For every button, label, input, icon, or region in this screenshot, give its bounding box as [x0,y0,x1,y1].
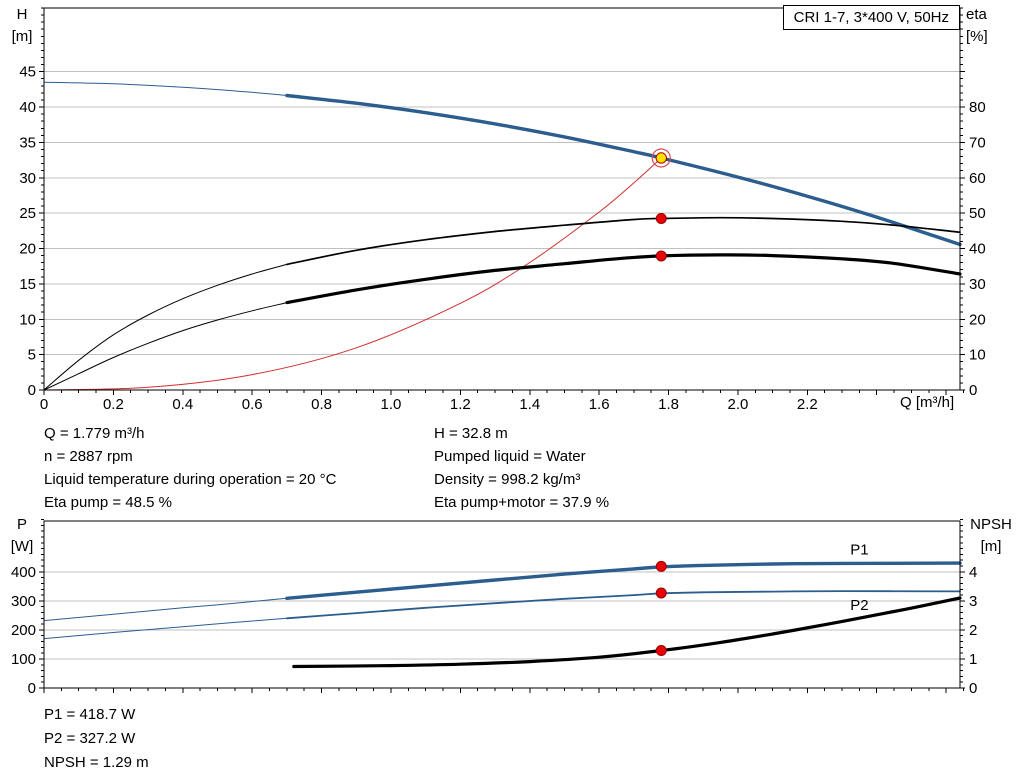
curve-head [285,93,962,247]
info-line: Q = 1.779 m³/h [44,425,145,442]
p1-label: P1 [850,541,868,558]
info-line: P2 = 327.2 W [44,730,136,747]
y-tick-label: 5 [28,347,36,364]
x-tick-label: 0.4 [172,396,193,413]
info-line: H = 32.8 m [434,425,508,442]
y-tick-label: 0 [28,382,36,399]
axis-label-line: [W] [10,538,34,555]
h-axis-label: H [m] [2,4,42,48]
hq-eta-chart[interactable]: 0 0.2 0.4 0.6 0.8 1.0 1.2 1.4 1.6 1.8 2.0 2.2 0 5 10 15… [0,0,1024,420]
x-tick-label: 1.4 [519,396,540,413]
x-tick-label: 0.6 [242,396,263,413]
axis-label-line: [m] [980,538,1002,555]
info-line: n = 2887 rpm [44,448,133,465]
axis-label-line: NPSH [970,516,1012,533]
q-axis-label: Q [m³/h] [900,394,955,411]
y2-tick-label: 60 [969,170,986,187]
y-tick-label: 400 [11,564,36,581]
p-axis-label: P [W] [2,514,42,558]
curve-npsh [292,596,962,669]
eta-pump-point[interactable] [655,212,667,224]
eta-pump-motor-point[interactable] [655,250,667,262]
y2-tick-label: 0 [969,680,977,697]
y2-tick-label: 10 [969,347,986,364]
p1-point[interactable] [655,560,667,572]
axis-label-line: [m] [11,28,33,45]
info-line: Pumped liquid = Water [434,448,586,465]
duty-point-ring [651,148,671,168]
y2-tick-label: 2 [969,622,977,639]
info-line: Eta pump+motor = 37.9 % [434,494,610,511]
y-tick-label: 35 [19,134,36,151]
npsh-point[interactable] [655,645,667,657]
y-tick-label: 20 [19,241,36,258]
y2-tick-label: 40 [969,241,986,258]
y-tick-label: 15 [19,276,36,293]
eta-axis-label: eta [%] [966,4,1022,48]
axis-label-line: [%] [966,28,988,45]
curve-eta-pump [286,216,961,266]
y2-tick-label: 1 [969,651,977,668]
npsh-axis-label: NPSH [m] [962,514,1020,558]
x-tick-label: 1.6 [589,396,610,413]
y2-tick-label: 20 [969,311,986,328]
y2-tick-label: 70 [969,134,986,151]
y-tick-label: 300 [11,593,36,610]
y-tick-label: 100 [11,651,36,668]
info-line: Liquid temperature during operation = 20… [44,471,337,488]
info-line: P1 = 418.7 W [44,706,136,723]
y2-tick-label: 80 [969,99,986,116]
curve-p1 [285,561,962,600]
curve-head-min-flow [43,81,288,96]
y-tick-label: 30 [19,170,36,187]
p2-label: P2 [850,597,868,614]
plot-frame [43,520,961,689]
curve-p2-min-flow [43,617,288,640]
operating-point-info-left: Q = 1.779 m³/h n = 2887 rpm Liquid tempera… [44,422,336,514]
x-tick-label: 2.2 [797,396,818,413]
axis-label-line: H [16,6,28,23]
power-npsh-chart[interactable]: 0 100 200 300 400 0 1 2 3 4 P1 P2 [0,512,1024,702]
x-tick-label: 0 [40,396,48,413]
operating-point-info-right: H = 32.8 m Pumped liquid = Water Density =… [434,422,609,514]
x-tick-label: 0.8 [311,396,332,413]
y-tick-label: 200 [11,622,36,639]
y2-tick-label: 3 [969,593,977,610]
x-tick-label: 1.8 [658,396,679,413]
x-tick-label: 1.2 [450,396,471,413]
y-tick-label: 45 [19,64,36,81]
y2-tick-label: 50 [969,205,986,222]
curve-p2 [286,590,961,620]
y2-tick-label: 0 [969,382,977,399]
curve-eta-pump-motor [285,253,962,305]
y2-tick-label: 30 [969,276,986,293]
x-tick-label: 2.0 [728,396,749,413]
power-npsh-info: P1 = 418.7 W P2 = 327.2 W NPSH = 1.29 m [44,703,149,775]
y2-tick-label: 4 [969,564,977,581]
x-tick-label: 1.0 [381,396,402,413]
info-line: Eta pump = 48.5 % [44,494,172,511]
curve-p1-min-flow [43,597,288,622]
duty-point[interactable] [655,152,667,164]
chart-title-box: CRI 1-7, 3*400 V, 50Hz [782,5,960,30]
x-tick-label: 0.2 [103,396,124,413]
info-line: Density = 998.2 kg/m³ [434,471,581,488]
y-tick-label: 10 [19,311,36,328]
y-tick-label: 25 [19,205,36,222]
info-line: NPSH = 1.29 m [44,754,149,771]
curve-eta-pump-min-flow [43,263,288,391]
axis-label-line: P [16,516,27,533]
p2-point[interactable] [655,587,667,599]
axis-label-line: eta [966,6,987,23]
y-tick-label: 40 [19,99,36,116]
curve-eta-pump-motor-min-flow [43,302,288,391]
y-tick-label: 0 [28,680,36,697]
curve-system-curve [43,157,662,391]
